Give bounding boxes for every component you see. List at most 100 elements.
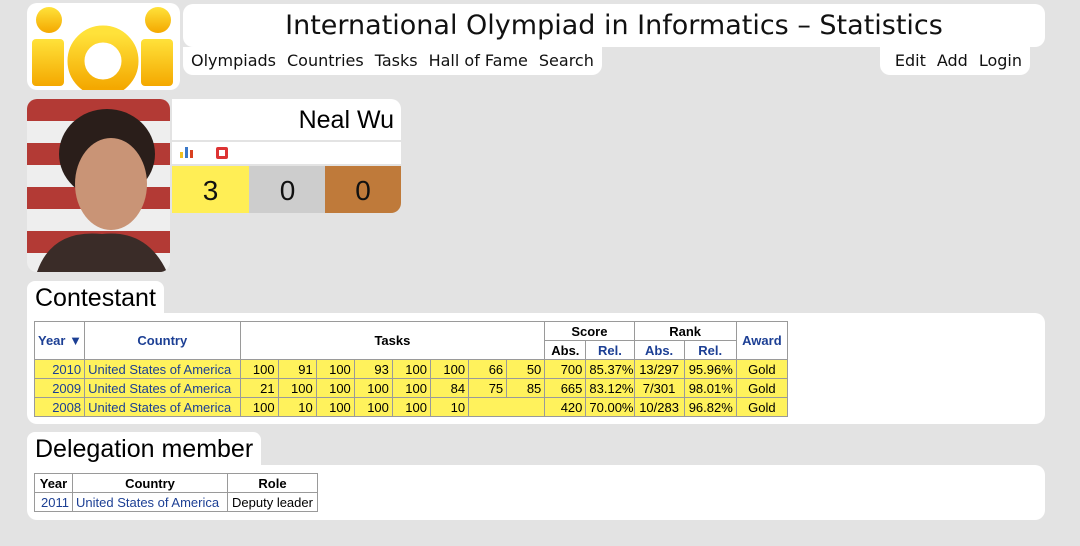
task-score: 100 — [353, 378, 393, 398]
column-header: Tasks — [239, 321, 546, 360]
icon-bar-chart[interactable] — [190, 150, 193, 158]
site-title: International Olympiad in Informatics – … — [183, 4, 1045, 47]
rank-rel: 95.96% — [683, 359, 737, 379]
task-score: 50 — [506, 359, 546, 379]
logo-shape — [141, 39, 173, 86]
year-link[interactable]: 2011 — [41, 494, 69, 510]
task-score: 66 — [468, 359, 508, 379]
column-header[interactable]: Year ▼ — [33, 321, 86, 360]
country-cell: United States of America — [84, 397, 241, 417]
rank-abs: 7/301 — [633, 378, 685, 398]
country-link[interactable]: United States of America — [88, 361, 232, 377]
country-cell: United States of America — [84, 378, 241, 398]
column-header: Role — [227, 473, 318, 493]
column-header[interactable]: Rel. — [683, 340, 737, 360]
country-link[interactable]: United States of America — [88, 380, 232, 396]
rank-rel: 96.82% — [683, 397, 737, 417]
task-score: 91 — [277, 359, 317, 379]
nav-link[interactable]: Olympiads — [191, 51, 276, 70]
result-row: 2009 United States of America 21 100 100 100 1… — [33, 378, 789, 398]
photo-shirt — [37, 233, 167, 272]
nav-link[interactable]: Search — [538, 51, 594, 70]
year-link[interactable]: 2010 — [52, 361, 82, 377]
contestant-panel: Year ▼ Country Tasks Score Rank Award Abs. Rel.… — [27, 313, 1045, 424]
logo-shape — [36, 7, 62, 33]
year-cell: 2010 — [33, 359, 86, 379]
task-score: 100 — [315, 378, 355, 398]
score-rel: 83.12% — [585, 378, 635, 398]
task-score: 100 — [391, 397, 431, 417]
result-row: 2008 United States of America 100 10 100 100 1… — [33, 397, 789, 417]
nav-link[interactable]: Hall of Fame — [428, 51, 528, 70]
score-rel: 70.00% — [585, 397, 635, 417]
bronze-count: 0 — [325, 166, 401, 213]
icon-bar-chart[interactable] — [185, 147, 188, 158]
task-score: 100 — [391, 359, 431, 379]
contestant-table: Year ▼ Country Tasks Score Rank Award Abs. Rel.… — [33, 321, 789, 417]
role: Deputy leader — [227, 492, 318, 512]
section-heading: Contestant — [27, 281, 164, 313]
task-score: 100 — [239, 397, 279, 417]
task-score: 100 — [429, 359, 470, 379]
icon-record — [219, 150, 225, 156]
section-heading: Delegation member — [27, 432, 262, 465]
contestant-name: Neal Wu — [172, 99, 401, 140]
column-header[interactable]: Abs. — [633, 340, 685, 360]
task-score: 10 — [429, 397, 470, 417]
year-cell: 2008 — [33, 397, 86, 417]
score-abs: 665 — [544, 378, 587, 398]
header-row: Year Country Role — [34, 473, 318, 493]
delegation-table: Year Country Role 2011 United States of Amer… — [34, 473, 318, 512]
nav-link[interactable]: Countries — [287, 51, 364, 70]
gold-count: 3 — [172, 166, 249, 213]
logo-shape — [32, 39, 64, 86]
column-header: Year — [34, 473, 73, 493]
column-header[interactable]: Rel. — [585, 340, 635, 360]
column-header[interactable]: Country — [84, 321, 241, 360]
country-cell: United States of America — [84, 359, 241, 379]
year-link[interactable]: 2008 — [52, 399, 82, 415]
year-cell: 2011 — [34, 492, 73, 512]
header-row: Year ▼ Country Tasks Score Rank Award — [33, 321, 789, 360]
main-nav: Olympiads Countries Tasks Hall of Fame Searc… — [183, 47, 602, 75]
task-score: 75 — [468, 378, 508, 398]
user-nav: Edit Add Login — [880, 47, 1030, 75]
photo-face — [75, 138, 147, 230]
logo-shape — [145, 7, 171, 33]
award: Gold — [735, 359, 789, 379]
rank-abs: 10/283 — [633, 397, 685, 417]
task-score: 100 — [239, 359, 279, 379]
task-empty — [468, 397, 546, 417]
task-score: 93 — [353, 359, 393, 379]
rank-rel: 98.01% — [683, 378, 737, 398]
logo-shape — [67, 25, 139, 90]
nav-link[interactable]: Tasks — [374, 51, 418, 70]
country-link[interactable]: United States of America — [76, 494, 220, 510]
task-score: 84 — [429, 378, 470, 398]
column-header: Rank — [633, 321, 737, 341]
year-cell: 2009 — [33, 378, 86, 398]
task-score: 21 — [239, 378, 279, 398]
delegation-panel: Year Country Role 2011 United States of Amer… — [27, 465, 1045, 520]
nav-link[interactable]: Add — [936, 51, 968, 70]
nav-link[interactable]: Login — [978, 51, 1022, 70]
column-header: Abs. — [544, 340, 587, 360]
silver-count: 0 — [249, 166, 326, 213]
score-abs: 700 — [544, 359, 587, 379]
icon-bar-chart[interactable] — [180, 152, 183, 158]
nav-link[interactable]: Edit — [894, 51, 926, 70]
column-header: Country — [72, 473, 228, 493]
logo[interactable] — [27, 3, 180, 90]
rank-abs: 13/297 — [633, 359, 685, 379]
icon-bar — [172, 142, 401, 164]
column-header[interactable]: Award — [735, 321, 789, 360]
icons — [180, 147, 228, 159]
task-score: 100 — [315, 397, 355, 417]
country-cell: United States of America — [72, 492, 228, 512]
task-score: 100 — [315, 359, 355, 379]
year-link[interactable]: 2009 — [52, 380, 82, 396]
country-link[interactable]: United States of America — [88, 399, 232, 415]
profile-photo — [27, 99, 170, 272]
score-rel: 85.37% — [585, 359, 635, 379]
